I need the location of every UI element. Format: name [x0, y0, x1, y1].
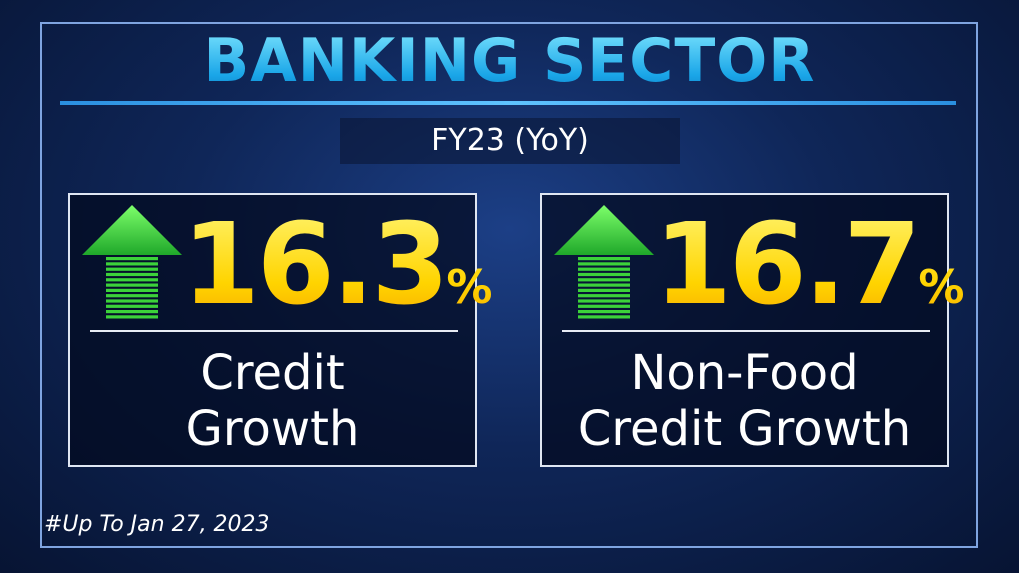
stat-unit: %	[446, 260, 493, 314]
title: BANKING SECTOR	[0, 26, 1019, 96]
stat-value: 16.7	[654, 200, 919, 330]
footnote: #Up To Jan 27, 2023	[44, 512, 270, 537]
divider	[562, 330, 930, 332]
title-rule	[60, 101, 956, 105]
divider	[90, 330, 458, 332]
stat-number: 16.3%	[182, 207, 492, 345]
label-line: Credit	[200, 345, 345, 401]
label-line: Credit Growth	[577, 401, 912, 457]
stat-value: 16.3	[182, 200, 447, 330]
subtitle: FY23 (YoY)	[340, 118, 680, 164]
stat-label: Non-Food Credit Growth	[542, 345, 947, 457]
stat-label: Credit Growth	[70, 345, 475, 457]
frame	[40, 22, 978, 548]
arrow-box	[554, 205, 654, 325]
stat-card: 16.7% Non-Food Credit Growth	[540, 193, 949, 467]
stat-unit: %	[918, 260, 965, 314]
arrow-box	[82, 205, 182, 325]
stat-card: 16.3% Credit Growth	[68, 193, 477, 467]
label-line: Non-Food	[630, 345, 859, 401]
stat-number: 16.7%	[654, 207, 964, 345]
up-arrow	[554, 205, 654, 319]
label-line: Growth	[185, 401, 360, 457]
up-arrow	[82, 205, 182, 319]
